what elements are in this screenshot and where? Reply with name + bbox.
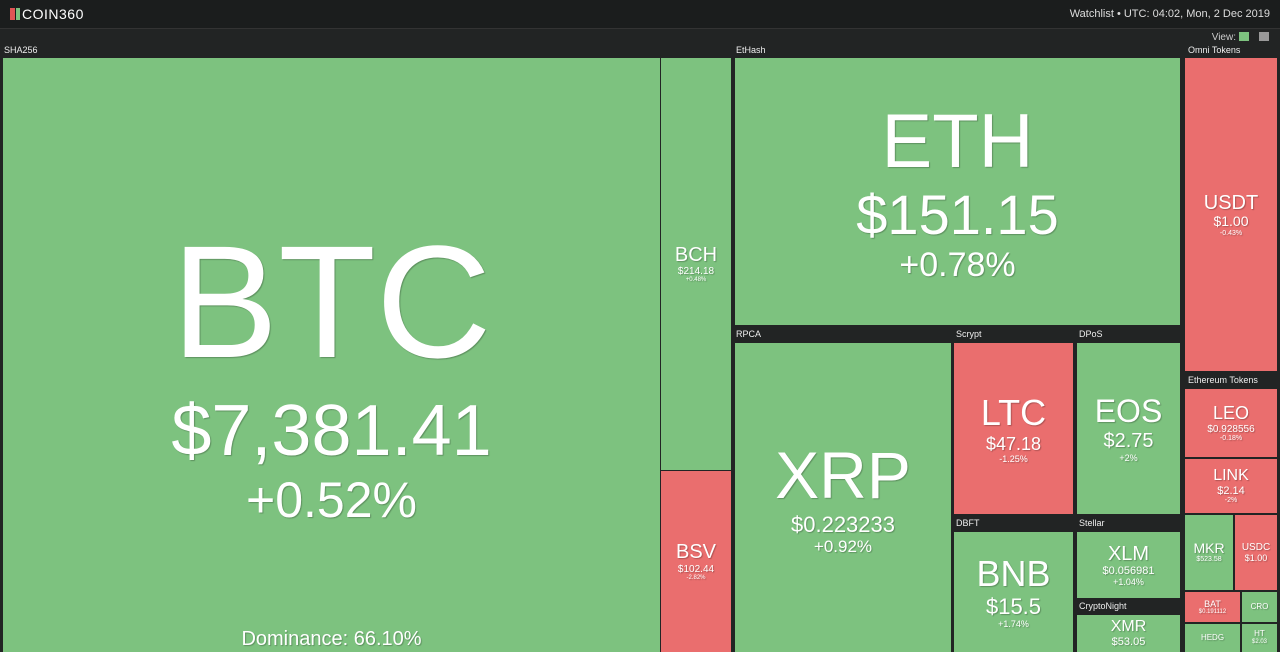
coin-tile[interactable]: USDT $1.00 -0.43% <box>1185 58 1277 371</box>
view-label: View: <box>1211 32 1236 43</box>
coin-price: $523.58 <box>1196 556 1222 564</box>
coin-price: $2.03 <box>1251 639 1267 646</box>
group-label: RPCA <box>736 329 762 339</box>
view-list[interactable] <box>1259 32 1269 41</box>
coin-symbol: EOS <box>1094 393 1163 430</box>
group-label: DPoS <box>1079 329 1103 339</box>
coin-tile[interactable]: BAT $0.191112 <box>1185 592 1240 622</box>
coin-tile[interactable]: HT $2.03 <box>1242 624 1277 652</box>
group-label: CryptoNight <box>1079 601 1127 611</box>
coin-price: $214.18 <box>677 266 715 278</box>
coin-price: $53.05 <box>1111 636 1146 649</box>
coin-change: -2.82% <box>686 574 706 581</box>
coin-symbol: HEDG <box>1200 632 1225 642</box>
coin-tile[interactable]: HEDG <box>1185 624 1240 652</box>
coin-change: +0.92% <box>813 537 873 557</box>
coin-price: $0.223233 <box>791 511 895 537</box>
coin-symbol: BAT <box>1204 598 1221 609</box>
coin-change: +1.04% <box>1113 577 1144 588</box>
coin-tile[interactable]: BTC $7,381.41 +0.52% Dominance: 66.10% <box>3 58 660 652</box>
coin-symbol: USDT <box>1203 191 1259 214</box>
coin-symbol: LEO <box>1212 403 1250 424</box>
coin-tile[interactable]: EOS $2.75 +2% <box>1077 343 1180 514</box>
coin-tile[interactable]: ETH $151.15 +0.78% <box>735 58 1180 325</box>
coin-price: $15.5 <box>985 593 1042 619</box>
coin-price: $47.18 <box>985 433 1042 454</box>
coin-symbol: HT <box>1254 629 1265 639</box>
coin-change: -1.25% <box>999 453 1028 464</box>
coin-symbol: CRO <box>1250 601 1269 611</box>
coin-tile[interactable]: USDC $1.00 <box>1235 515 1277 590</box>
coin-change: +2% <box>1119 452 1138 463</box>
coin-symbol: ETH <box>881 98 1034 184</box>
coin-tile[interactable]: XRP $0.223233 +0.92% <box>735 343 951 652</box>
coin-tile[interactable]: XMR $53.05 <box>1077 615 1180 652</box>
coin-change: -0.43% <box>1219 229 1243 237</box>
coin-change: +0.78% <box>899 246 1016 285</box>
logo-icon <box>16 8 20 20</box>
coin-symbol: BCH <box>674 243 718 266</box>
coin-tile[interactable]: MKR $523.58 <box>1185 515 1233 590</box>
group-label: Omni Tokens <box>1188 45 1241 55</box>
coin-change: +0.52% <box>246 471 417 528</box>
group-label: Scrypt <box>956 329 982 339</box>
coin-symbol: XMR <box>1110 618 1147 636</box>
coin-price: $7,381.41 <box>171 391 492 472</box>
coin-price: $102.44 <box>677 563 715 575</box>
view-treemap[interactable] <box>1239 32 1249 41</box>
coin-price: $2.14 <box>1217 484 1245 497</box>
coin-tile[interactable]: BNB $15.5 +1.74% <box>954 532 1073 652</box>
coin-tile[interactable]: XLM $0.056981 +1.04% <box>1077 532 1180 598</box>
coin-price: $0.191112 <box>1198 608 1227 615</box>
dominance: Dominance: 66.10% <box>241 627 422 650</box>
coin-tile[interactable]: CRO <box>1242 592 1277 622</box>
coin-change: -2% <box>1224 497 1238 505</box>
coin-price: $151.15 <box>856 182 1059 246</box>
coin-symbol: XRP <box>775 437 911 512</box>
coin-change: +1.74% <box>998 619 1029 630</box>
coin-symbol: BTC <box>171 212 492 392</box>
status[interactable]: Watchlist • UTC: 04:02, Mon, 2 Dec 2019 <box>1069 8 1270 20</box>
group-label: EtHash <box>736 45 766 55</box>
group-label: Ethereum Tokens <box>1188 375 1258 385</box>
group-label: DBFT <box>956 518 980 528</box>
coin-symbol: XLM <box>1107 542 1150 565</box>
group-label: SHA256 <box>4 45 38 55</box>
coin-tile[interactable]: LINK $2.14 -2% <box>1185 459 1277 513</box>
logo-icon <box>10 8 15 20</box>
coin-symbol: USDC <box>1241 541 1271 553</box>
coin-tile[interactable]: LEO $0.928556 -0.18% <box>1185 389 1277 457</box>
coin-symbol: LTC <box>980 392 1047 434</box>
coin-change: +0.48% <box>685 277 707 284</box>
coin-symbol: LINK <box>1213 466 1249 484</box>
coin-price: $2.75 <box>1103 430 1154 453</box>
top-bar: COIN360 Watchlist • UTC: 04:02, Mon, 2 D… <box>0 0 1280 29</box>
coin-tile[interactable]: BSV $102.44 -2.82% <box>661 471 731 652</box>
coin-price: $1.00 <box>1213 212 1249 229</box>
coin-symbol: MKR <box>1193 539 1225 556</box>
coin-symbol: BNB <box>976 553 1051 595</box>
coin-price: $0.928556 <box>1207 423 1255 435</box>
coin-price: $1.00 <box>1244 553 1268 564</box>
coin-price: $0.056981 <box>1102 565 1155 577</box>
coin-symbol: BSV <box>675 541 717 564</box>
group-label: Stellar <box>1079 518 1105 528</box>
coin-tile[interactable]: BCH $214.18 +0.48% <box>661 58 731 470</box>
logo[interactable]: COIN360 <box>22 6 84 22</box>
coin-tile[interactable]: LTC $47.18 -1.25% <box>954 343 1073 514</box>
coin-change: -0.18% <box>1219 434 1243 442</box>
